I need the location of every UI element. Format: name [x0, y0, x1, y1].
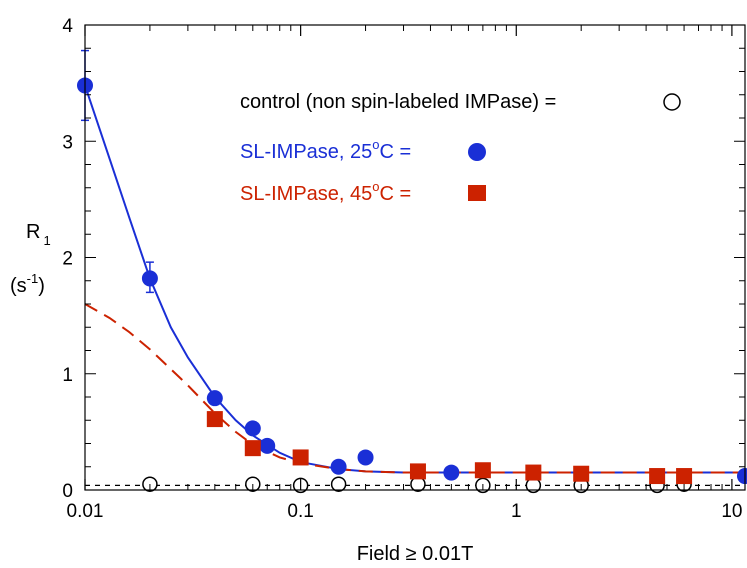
y-axis-unit-close: ) [38, 275, 45, 297]
legend-entry-control: control (non spin-labeled IMPase) = [240, 91, 556, 113]
sl-45c-point [525, 464, 542, 481]
legend-marker-filled-square [468, 185, 486, 201]
y-tick-label: 0 [62, 481, 73, 502]
sl-45c-point [474, 462, 491, 479]
data-points [77, 49, 747, 494]
sl-25c-point [357, 449, 374, 466]
legend-marker-open-circle [663, 93, 681, 111]
legend-entry-25c: SL-IMPase, 25oC = [240, 137, 411, 163]
sl-45c-point [676, 468, 693, 485]
sl-45c-point [292, 449, 309, 466]
x-tick-label: 0.1 [287, 501, 313, 522]
y-axis-unit-open: (s [10, 275, 27, 297]
y-axis-symbol: R [26, 221, 40, 243]
sl-25c-point [259, 437, 276, 454]
y-tick-label: 2 [62, 249, 73, 270]
sl-25c-point [330, 458, 347, 475]
legend-marker-filled-circle [468, 143, 486, 161]
y-tick-label: 1 [62, 365, 73, 386]
y-tick-label: 4 [62, 16, 73, 37]
y-axis-subscript: 1 [43, 233, 50, 248]
fit-curve-1 [84, 85, 745, 474]
sl-45c-point [206, 411, 223, 428]
x-tick-label: 0.01 [67, 501, 104, 522]
sl-45c-point [244, 440, 261, 457]
y-axis-unit-sup: -1 [27, 271, 39, 286]
sl-45c-point [409, 463, 426, 480]
fit-curves [84, 85, 745, 474]
fit-curve-2 [84, 303, 745, 474]
y-tick-label: 3 [62, 132, 73, 153]
x-tick-label: 10 [721, 501, 742, 522]
legend-entry-45c: SL-IMPase, 45oC = [240, 179, 411, 205]
svg-text:(s-1): (s-1) [10, 271, 45, 297]
sl-25c-point [206, 390, 223, 407]
sl-25c-point [141, 270, 158, 287]
control-point [330, 476, 347, 492]
sl-25c-point [244, 420, 261, 437]
svg-text:R1: R1 [26, 221, 51, 248]
x-axis-label: Field ≥ 0.01T [357, 543, 474, 565]
sl-45c-point [649, 468, 666, 485]
x-tick-label: 1 [511, 501, 522, 522]
sl-25c-point [443, 464, 460, 481]
sl-45c-point [573, 465, 590, 482]
legend: control (non spin-labeled IMPase) = SL-I… [240, 91, 681, 205]
ticks: 0.01 0.1 1 10 0 1 2 3 4 [62, 16, 745, 522]
